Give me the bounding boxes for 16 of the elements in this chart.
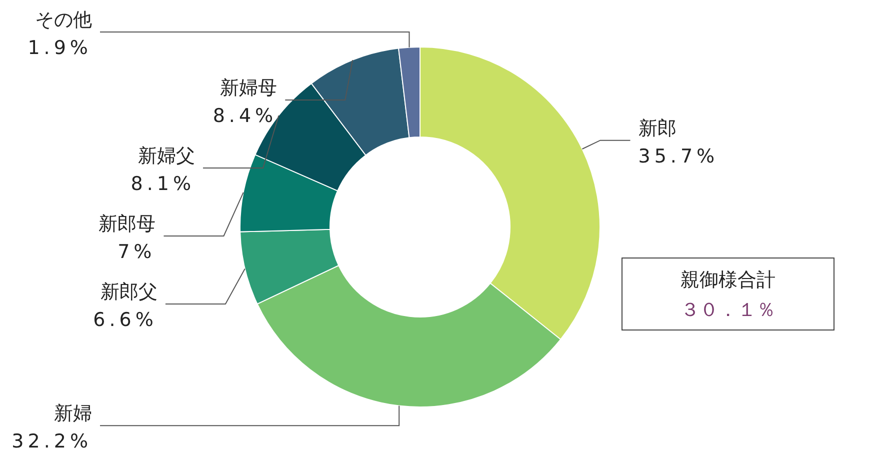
slice-label: 新郎父 xyxy=(100,281,158,303)
data-label: 1.9% xyxy=(28,37,92,59)
data-label: 8.1% xyxy=(130,173,196,195)
data-label: 6.6% xyxy=(93,309,158,331)
slice-label: 新郎 xyxy=(638,117,676,140)
slice-label: 新婦父 xyxy=(138,145,196,167)
data-label: 8.4% xyxy=(212,105,278,127)
data-label: 32.2% xyxy=(12,430,92,453)
slice-label: その他 xyxy=(35,9,92,31)
text: 親御様合計 xyxy=(680,269,776,291)
slice-label: 新婦 xyxy=(54,402,92,425)
data-label: 7% xyxy=(118,241,156,263)
slice-label: 新郎母 xyxy=(98,213,156,235)
data-label: 35.7% xyxy=(638,145,719,168)
slice-label: 新婦母 xyxy=(220,77,278,99)
text: ３０．１％ xyxy=(680,299,776,321)
